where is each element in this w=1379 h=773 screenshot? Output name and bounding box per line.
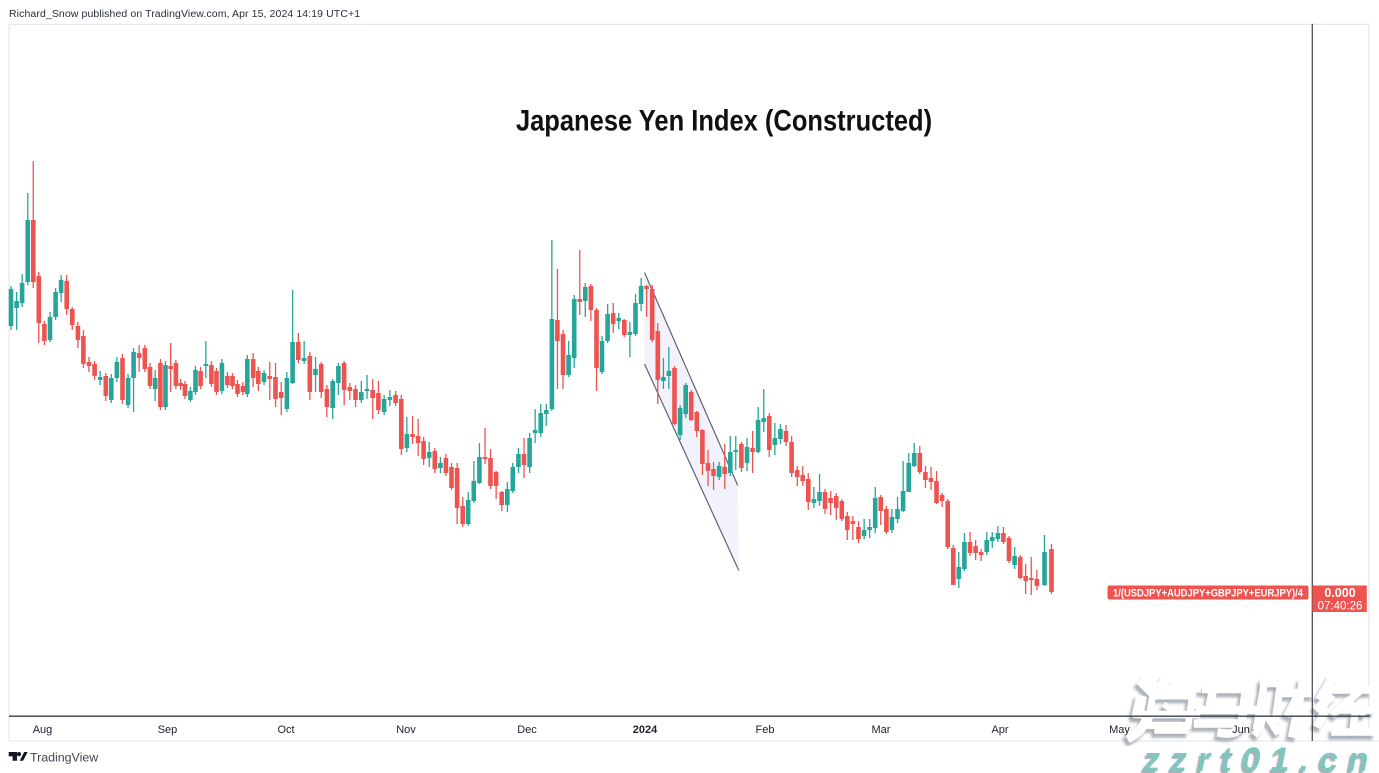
svg-text:2024: 2024 [633,724,658,736]
svg-text:May: May [1109,724,1130,736]
svg-text:Japanese Yen Index (Constructe: Japanese Yen Index (Constructed) [516,104,932,137]
svg-text:Apr: Apr [991,724,1008,736]
svg-text:Aug: Aug [33,724,53,736]
svg-text:Nov: Nov [396,724,416,736]
svg-text:TradingView: TradingView [30,751,98,765]
svg-text:Dec: Dec [517,724,537,736]
svg-text:07:40:26: 07:40:26 [1318,601,1363,613]
svg-text:zzrt01.cn: zzrt01.cn [1142,741,1379,773]
svg-text:Sep: Sep [158,724,178,736]
svg-text:1/(USDJPY+AUDJPY+GBPJPY+EURJPY: 1/(USDJPY+AUDJPY+GBPJPY+EURJPY)/4 [1113,588,1304,600]
svg-text:Richard_Snow published on Trad: Richard_Snow published on TradingView.co… [9,8,360,20]
svg-text:0.000: 0.000 [1324,586,1355,600]
svg-text:Jun: Jun [1232,724,1250,736]
svg-text:Mar: Mar [872,724,891,736]
svg-text:Oct: Oct [277,724,294,736]
svg-text:Feb: Feb [756,724,775,736]
